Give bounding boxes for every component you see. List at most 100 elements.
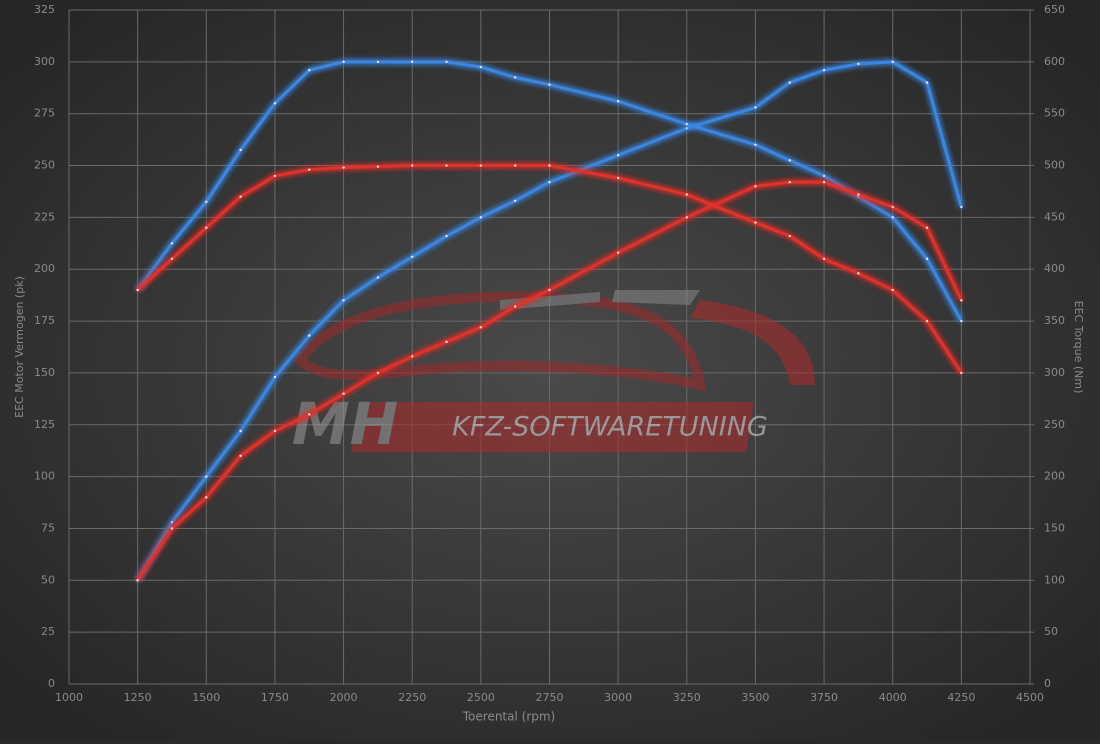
data-point (342, 166, 345, 169)
y2-tick-label: 50 (1044, 625, 1058, 638)
data-point (754, 106, 757, 109)
x-tick-label: 1750 (261, 691, 289, 704)
x-tick-label: 1000 (55, 691, 83, 704)
y2-tick-label: 650 (1044, 3, 1065, 16)
y2-tick-label: 300 (1044, 366, 1065, 379)
data-point (376, 276, 380, 279)
y-axis-label: EEC Motor Vermogen (pk) (13, 276, 26, 418)
x-tick-label: 1250 (124, 691, 152, 704)
data-point (685, 193, 688, 196)
data-point (891, 216, 894, 219)
data-point (239, 429, 242, 433)
x-tick-label: 3500 (741, 691, 769, 704)
x-tick-label: 3250 (673, 691, 701, 704)
data-point (170, 257, 174, 261)
y-tick-label: 75 (41, 521, 55, 534)
data-point (445, 340, 448, 344)
data-point (788, 159, 791, 162)
data-point (960, 371, 963, 375)
logo-mh: MH (292, 390, 398, 458)
data-point (616, 251, 620, 254)
logo-swoosh (293, 291, 707, 392)
logo-band (351, 402, 754, 452)
data-point (891, 205, 894, 209)
y2-axis-label: EEC Torque (Nm) (1072, 301, 1085, 394)
data-point (479, 164, 483, 167)
x-tick-label: 2000 (330, 691, 358, 704)
x-tick-label: 2500 (467, 691, 495, 704)
data-point (411, 164, 414, 167)
x-tick-label: 3750 (810, 691, 838, 704)
data-point (513, 164, 517, 167)
data-point (685, 216, 688, 219)
data-point (205, 226, 208, 229)
data-point (205, 200, 208, 204)
y2-tick-label: 500 (1044, 159, 1065, 172)
x-tick-label: 2250 (398, 691, 426, 704)
data-point (960, 205, 963, 209)
data-point (925, 226, 929, 229)
x-tick-label: 1500 (192, 691, 220, 704)
data-point (857, 193, 860, 196)
data-point (205, 475, 208, 478)
data-point (239, 454, 242, 458)
data-point (205, 496, 208, 499)
data-point (925, 257, 929, 261)
logo-arc (690, 300, 815, 385)
data-point (479, 216, 483, 219)
data-point (685, 127, 688, 130)
data-point (513, 305, 517, 308)
data-point (342, 392, 345, 395)
data-point (822, 180, 826, 184)
data-point (445, 60, 448, 64)
data-point (308, 334, 311, 337)
y2-tick-label: 0 (1044, 677, 1051, 690)
data-point (445, 164, 448, 167)
data-point (960, 319, 963, 323)
y2-tick-label: 200 (1044, 470, 1065, 483)
data-point (411, 355, 414, 358)
data-point (136, 288, 139, 292)
data-point (788, 81, 791, 84)
data-point (548, 164, 551, 167)
data-point (170, 242, 174, 245)
y2-tick-label: 450 (1044, 210, 1065, 223)
y2-tick-label: 150 (1044, 521, 1065, 534)
logo-text: KFZ-SOFTWARETUNING (452, 412, 768, 443)
y-tick-label: 100 (34, 470, 55, 483)
series-line (136, 164, 963, 374)
data-point (754, 143, 757, 146)
data-point (788, 234, 791, 238)
y2-tick-label: 600 (1044, 55, 1065, 68)
data-point (822, 68, 826, 72)
data-point (273, 429, 277, 433)
x-tick-label: 4500 (1016, 691, 1044, 704)
data-point (788, 180, 791, 184)
data-point (925, 319, 929, 323)
x-tick-label: 3000 (604, 691, 632, 704)
data-point (925, 81, 929, 84)
data-point (754, 221, 757, 224)
data-point (308, 68, 311, 72)
data-point (857, 62, 860, 66)
data-point (616, 176, 620, 180)
data-point (273, 174, 277, 178)
y2-tick-label: 100 (1044, 573, 1065, 586)
data-point (170, 521, 174, 524)
data-point (342, 60, 345, 64)
data-point (822, 174, 826, 178)
data-point (616, 153, 620, 157)
data-point (857, 272, 860, 275)
y-tick-label: 200 (34, 262, 55, 275)
x-tick-label: 2750 (536, 691, 564, 704)
series-line (136, 60, 963, 582)
data-point (754, 185, 757, 188)
data-point (376, 60, 380, 64)
y-tick-label: 25 (41, 625, 55, 638)
data-point (239, 195, 242, 198)
data-point (479, 326, 483, 329)
y-tick-label: 150 (34, 366, 55, 379)
y-tick-label: 275 (34, 107, 55, 120)
series-line (136, 60, 963, 322)
